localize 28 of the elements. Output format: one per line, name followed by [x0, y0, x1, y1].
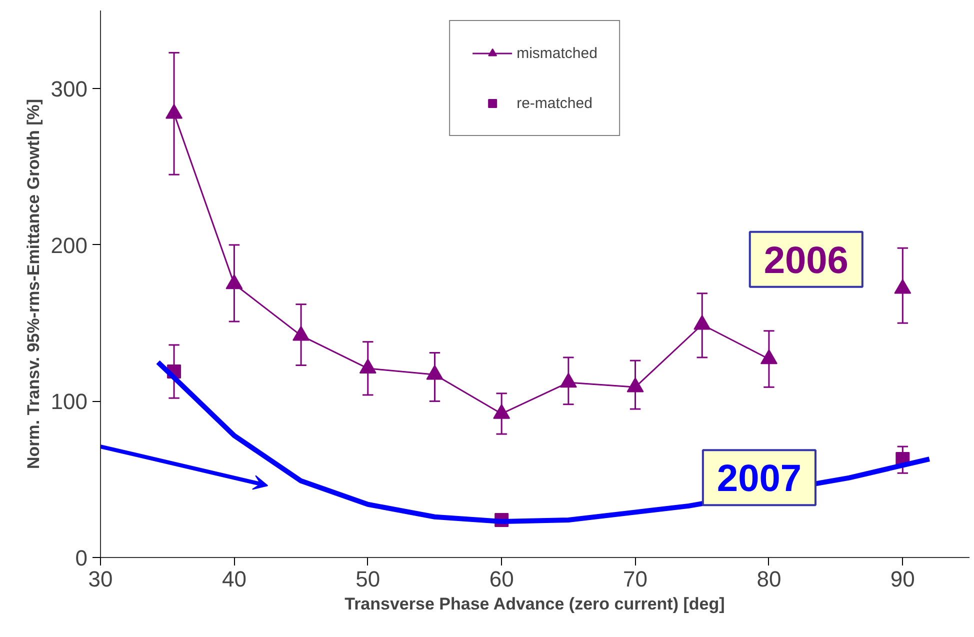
- point: [560, 372, 577, 388]
- x-tick-label: 30: [88, 566, 113, 592]
- point: [292, 326, 310, 341]
- annotation: 2006: [764, 240, 848, 282]
- point: [493, 404, 510, 419]
- x-tick-label: 40: [222, 566, 246, 592]
- legend-label: mismatched: [516, 44, 598, 62]
- x-tick-label: 80: [756, 566, 782, 592]
- point: [894, 278, 912, 294]
- x-tick-label: 60: [489, 566, 514, 592]
- annotation: 2007: [716, 458, 802, 500]
- y-tick-label: 0: [75, 546, 88, 570]
- point: [226, 274, 243, 290]
- y-tick-label: 200: [50, 232, 88, 258]
- y-tick-label: 300: [50, 76, 88, 102]
- legend-label: re-matched: [516, 94, 592, 112]
- y-tick-label: 100: [50, 389, 88, 414]
- x-tick-label: 90: [890, 566, 915, 592]
- x-axis-title: Transverse Phase Advance (zero current) [deg]: [344, 594, 725, 614]
- x-tick-label: 50: [356, 566, 380, 592]
- point: [426, 364, 444, 380]
- y-axis-title: Norm. Transv. 95%-rms-Emittance Growth [%]: [24, 98, 43, 469]
- x-tick-label: 70: [623, 566, 648, 592]
- point: [626, 377, 644, 392]
- point: [760, 349, 778, 364]
- point: [359, 358, 376, 374]
- point: [694, 314, 711, 330]
- point: [166, 104, 183, 119]
